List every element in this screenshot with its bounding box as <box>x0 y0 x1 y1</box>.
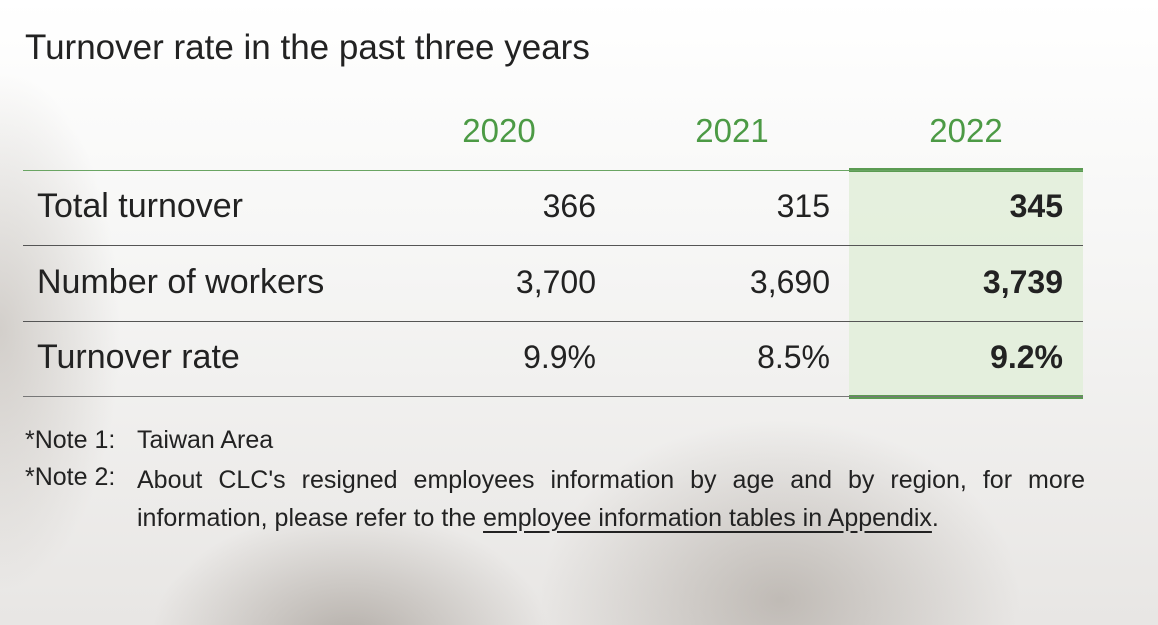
rule <box>23 245 1083 246</box>
cell: 9.9% <box>523 339 596 375</box>
column-header: 2020 <box>462 112 536 149</box>
cell: 9.2% <box>990 339 1063 375</box>
cell: 3,739 <box>982 263 1063 300</box>
column-header: 2022 <box>929 112 1003 149</box>
rule <box>23 170 1083 171</box>
link[interactable]: employee information tables in Appendix <box>483 503 932 532</box>
note-text: Taiwan Area <box>137 426 274 454</box>
cell: 8.5% <box>757 339 830 375</box>
row-label: Number of workers <box>37 262 325 301</box>
row-label: Turnover rate <box>37 338 240 376</box>
title: Turnover rate in the past three years <box>25 28 590 67</box>
cell: 366 <box>542 188 596 224</box>
cell: 315 <box>776 188 830 224</box>
row-label: Total turnover <box>37 187 243 225</box>
cell: 3,690 <box>749 263 830 300</box>
cell: 345 <box>1009 188 1063 224</box>
note-text: About CLC's resigned employees informati… <box>137 466 1085 532</box>
cell: 3,700 <box>515 263 596 300</box>
note-end: . <box>931 503 939 532</box>
note-text: About CLC's resigned employees informati… <box>137 462 1085 537</box>
rule <box>23 396 1083 397</box>
column-header: 2021 <box>695 112 769 149</box>
note-label: *Note 1: <box>25 426 116 454</box>
note-label: *Note 2: <box>25 463 116 491</box>
rule <box>23 321 1083 322</box>
